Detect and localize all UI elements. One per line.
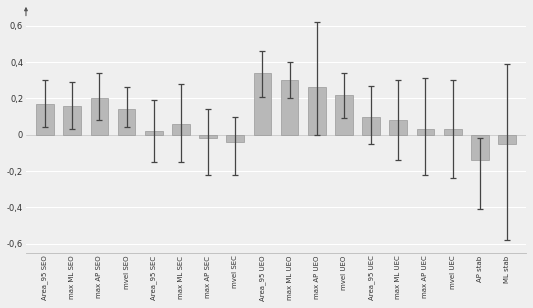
Bar [417, 129, 434, 135]
Bar [172, 124, 190, 135]
Bar [227, 135, 244, 142]
Bar [145, 131, 163, 135]
Bar [444, 129, 462, 135]
Bar [390, 120, 407, 135]
Bar [118, 109, 135, 135]
Bar [498, 135, 516, 144]
Bar [91, 98, 108, 135]
Bar [281, 80, 298, 135]
Bar [254, 73, 271, 135]
Bar [362, 116, 380, 135]
Bar [63, 106, 81, 135]
Bar [36, 104, 54, 135]
Bar [471, 135, 489, 160]
Bar [308, 87, 326, 135]
Bar [199, 135, 217, 138]
Bar [335, 95, 353, 135]
